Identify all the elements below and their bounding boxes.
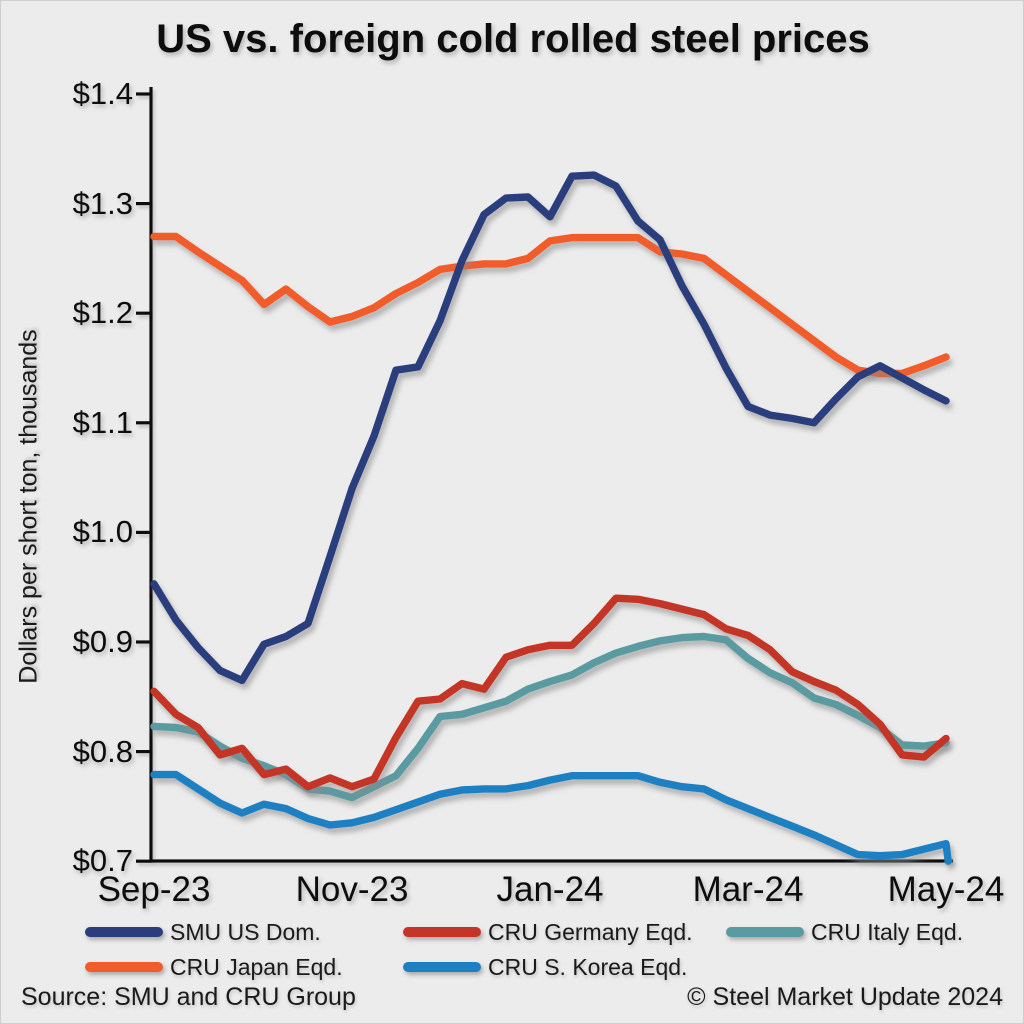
- legend-label: CRU S. Korea Eqd.: [488, 953, 688, 980]
- y-tick-label: $1.1: [72, 404, 133, 440]
- legend-item-cru-s-korea: CRU S. Korea Eqd.: [403, 954, 687, 980]
- legend-swatch-cru-italy: [726, 927, 804, 937]
- legend-item-cru-germany: CRU Germany Eqd.: [403, 919, 693, 945]
- legend-label: SMU US Dom.: [170, 918, 321, 945]
- legend-item-smu-us-dom: SMU US Dom.: [85, 919, 321, 945]
- x-tick-label: May-24: [887, 870, 1005, 909]
- legend-item-cru-italy: CRU Italy Eqd.: [726, 919, 963, 945]
- x-tick-label: Sep-23: [97, 870, 211, 909]
- y-tick-label: $1.4: [72, 76, 133, 111]
- legend-item-cru-japan: CRU Japan Eqd.: [85, 954, 343, 980]
- series-line-cru-s-korea-eqd: [150, 770, 952, 865]
- chart-title: US vs. foreign cold rolled steel prices: [156, 17, 870, 61]
- legend-swatch-smu-us-dom: [85, 927, 163, 937]
- legend-swatch-cru-germany: [403, 927, 481, 937]
- axes: [136, 87, 953, 863]
- y-tick-label: $1.2: [72, 295, 133, 331]
- legend-swatch-cru-s-korea: [403, 962, 481, 972]
- y-tick-label: $0.9: [72, 624, 133, 659]
- y-tick-label: $1.3: [72, 185, 133, 221]
- y-tick-label: $1.0: [72, 514, 133, 550]
- series-line-smu-us-dom: [150, 171, 950, 685]
- series-line-cru-italy-eqd: [150, 632, 950, 802]
- legend-label: CRU Germany Eqd.: [488, 918, 693, 945]
- legend-swatch-cru-japan: [85, 962, 163, 972]
- x-tick-label: Jan-24: [496, 870, 604, 909]
- y-tick-label: $0.7: [72, 843, 133, 879]
- legend-label: CRU Italy Eqd.: [811, 918, 964, 945]
- x-tick-label: Mar-24: [692, 870, 804, 909]
- x-tick-label: Nov-23: [295, 870, 409, 909]
- source-credit: Source: SMU and CRU Group: [21, 983, 356, 1011]
- series-line-cru-japan-eqd: [150, 232, 950, 378]
- copyright-notice: © Steel Market Update 2024: [687, 983, 1003, 1011]
- y-tick-label: $0.8: [72, 733, 133, 769]
- series-line-cru-germany-eqd: [150, 594, 950, 791]
- legend-label: CRU Japan Eqd.: [170, 953, 343, 980]
